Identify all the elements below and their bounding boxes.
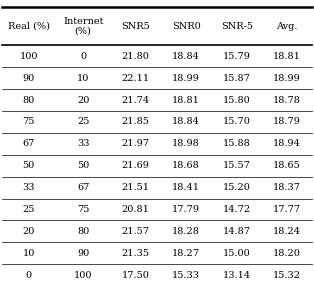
Text: 18.99: 18.99	[273, 74, 301, 83]
Text: 18.94: 18.94	[273, 139, 301, 148]
Text: 20.81: 20.81	[122, 205, 149, 214]
Text: 33: 33	[23, 183, 35, 192]
Text: 15.57: 15.57	[223, 161, 251, 170]
Text: 75: 75	[23, 118, 35, 126]
Text: 18.24: 18.24	[273, 227, 301, 236]
Text: 20: 20	[23, 227, 35, 236]
Text: 18.28: 18.28	[172, 227, 200, 236]
Text: 80: 80	[23, 96, 35, 105]
Text: 25: 25	[23, 205, 35, 214]
Text: 18.79: 18.79	[273, 118, 301, 126]
Text: 21.57: 21.57	[122, 227, 150, 236]
Text: 90: 90	[77, 249, 89, 258]
Text: 80: 80	[77, 227, 89, 236]
Text: 18.99: 18.99	[172, 74, 200, 83]
Text: 18.27: 18.27	[172, 249, 200, 258]
Text: 14.87: 14.87	[223, 227, 251, 236]
Text: 15.33: 15.33	[172, 271, 200, 279]
Text: Internet
(%): Internet (%)	[63, 16, 103, 36]
Text: 0: 0	[80, 52, 86, 61]
Text: 15.70: 15.70	[223, 118, 251, 126]
Text: 67: 67	[23, 139, 35, 148]
Text: 14.72: 14.72	[223, 205, 251, 214]
Text: SNR0: SNR0	[172, 22, 201, 31]
Text: 15.32: 15.32	[273, 271, 301, 279]
Text: 21.97: 21.97	[122, 139, 150, 148]
Text: Avg.: Avg.	[276, 22, 298, 31]
Text: 21.85: 21.85	[122, 118, 149, 126]
Text: 18.65: 18.65	[273, 161, 301, 170]
Text: SNR-5: SNR-5	[221, 22, 253, 31]
Text: 15.00: 15.00	[223, 249, 251, 258]
Text: 18.84: 18.84	[172, 118, 200, 126]
Text: 67: 67	[77, 183, 89, 192]
Text: 15.80: 15.80	[223, 96, 251, 105]
Text: 21.74: 21.74	[122, 96, 150, 105]
Text: 33: 33	[77, 139, 89, 148]
Text: 18.98: 18.98	[172, 139, 200, 148]
Text: 20: 20	[77, 96, 89, 105]
Text: 100: 100	[74, 271, 92, 279]
Text: Real (%): Real (%)	[8, 22, 50, 31]
Text: 17.50: 17.50	[122, 271, 149, 279]
Text: 18.20: 18.20	[273, 249, 301, 258]
Text: 15.87: 15.87	[223, 74, 251, 83]
Text: 18.68: 18.68	[172, 161, 200, 170]
Text: 10: 10	[23, 249, 35, 258]
Text: 50: 50	[77, 161, 89, 170]
Text: 21.80: 21.80	[122, 52, 149, 61]
Text: 18.81: 18.81	[172, 96, 200, 105]
Text: 10: 10	[77, 74, 89, 83]
Text: 18.84: 18.84	[172, 52, 200, 61]
Text: 21.69: 21.69	[122, 161, 149, 170]
Text: 21.35: 21.35	[122, 249, 150, 258]
Text: 25: 25	[77, 118, 89, 126]
Text: 21.51: 21.51	[122, 183, 150, 192]
Text: 17.79: 17.79	[172, 205, 200, 214]
Text: 50: 50	[23, 161, 35, 170]
Text: 15.88: 15.88	[223, 139, 251, 148]
Text: 17.77: 17.77	[273, 205, 301, 214]
Text: 18.41: 18.41	[172, 183, 200, 192]
Text: 18.37: 18.37	[273, 183, 301, 192]
Text: 90: 90	[23, 74, 35, 83]
Text: 13.14: 13.14	[223, 271, 251, 279]
Text: 22.11: 22.11	[122, 74, 150, 83]
Text: SNR5: SNR5	[121, 22, 150, 31]
Text: 18.81: 18.81	[273, 52, 301, 61]
Text: 15.20: 15.20	[223, 183, 251, 192]
Text: 15.79: 15.79	[223, 52, 251, 61]
Text: 75: 75	[77, 205, 89, 214]
Text: 100: 100	[19, 52, 38, 61]
Text: 0: 0	[26, 271, 32, 279]
Text: 18.78: 18.78	[273, 96, 301, 105]
